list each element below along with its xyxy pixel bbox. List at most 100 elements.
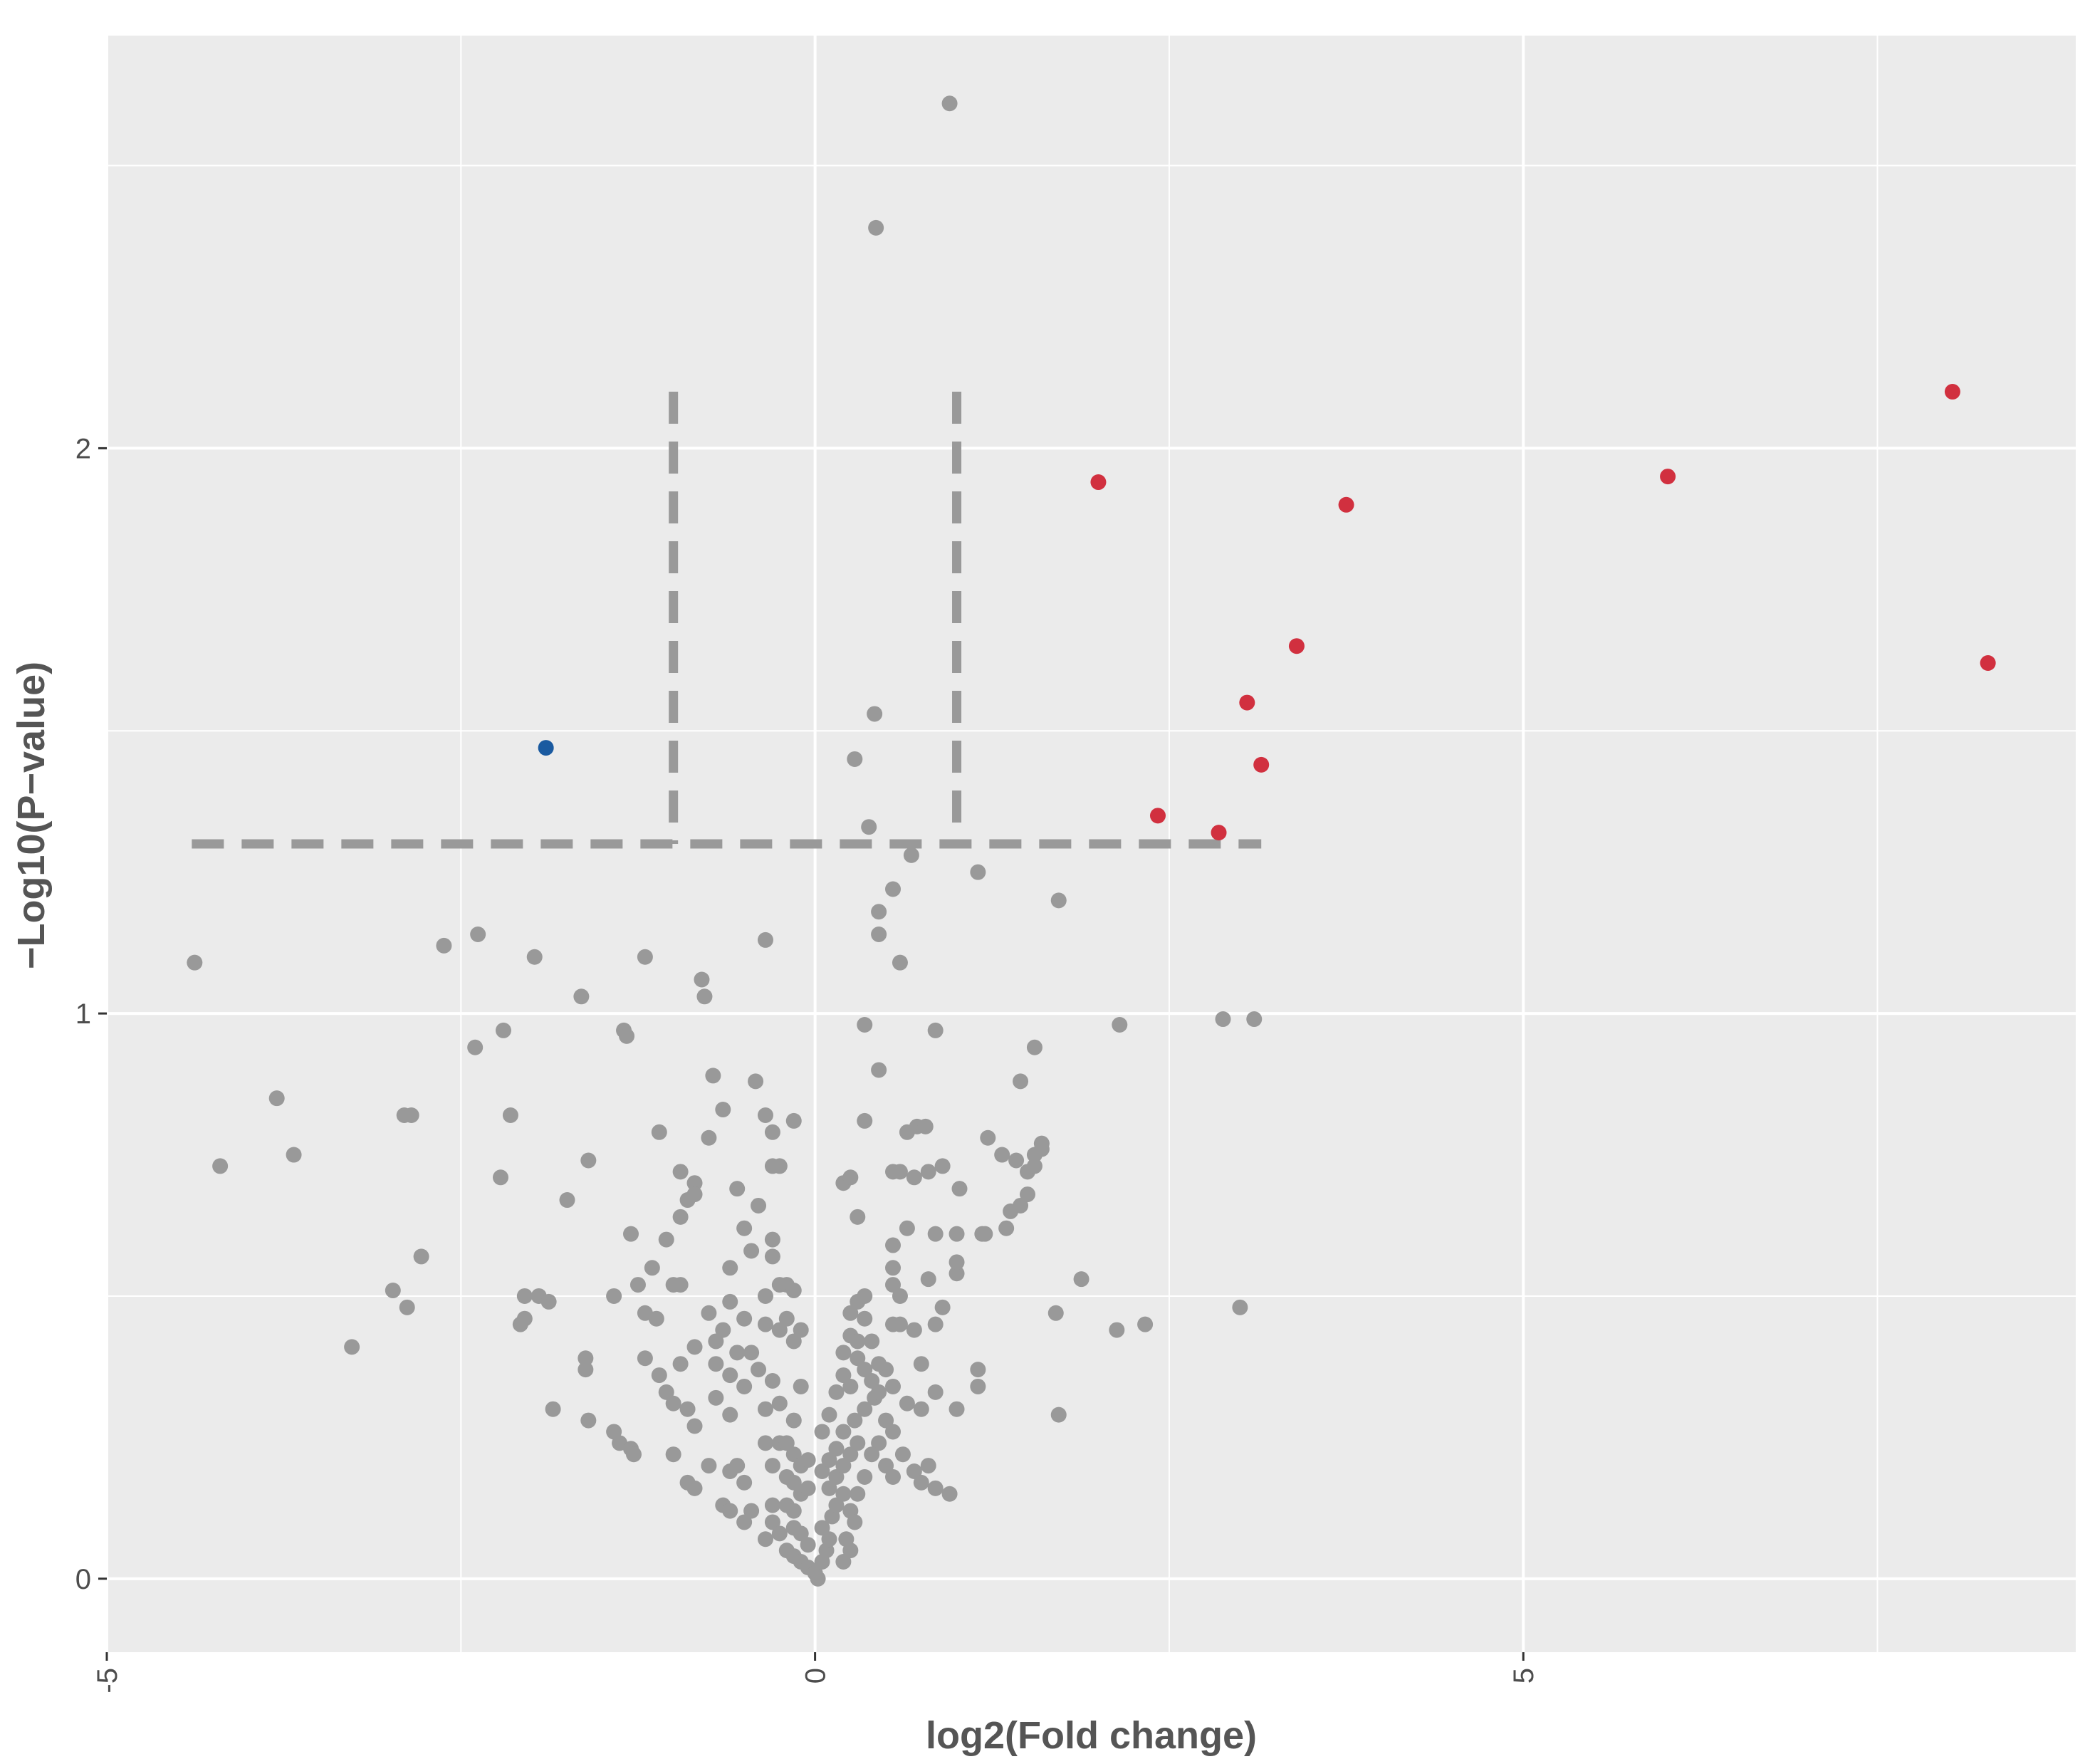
data-point — [1109, 1322, 1125, 1338]
data-point — [970, 864, 986, 880]
data-point — [927, 1316, 944, 1332]
data-points — [187, 95, 1996, 1587]
x-tick-label: -5 — [92, 1668, 123, 1693]
data-point — [1239, 694, 1255, 711]
data-point — [913, 1401, 929, 1417]
data-point — [899, 1395, 915, 1411]
data-point — [885, 1277, 902, 1293]
data-point — [385, 1283, 401, 1299]
y-tick-label: 1 — [75, 998, 91, 1030]
data-point — [949, 1265, 965, 1282]
data-point — [857, 1288, 873, 1304]
data-point — [757, 1401, 773, 1417]
data-point — [729, 1181, 746, 1197]
data-point — [1137, 1316, 1154, 1332]
data-point — [847, 751, 863, 767]
data-point — [771, 1322, 788, 1338]
data-point — [927, 1022, 944, 1038]
data-point — [729, 1458, 746, 1474]
data-point — [949, 1401, 965, 1417]
data-point — [545, 1401, 561, 1417]
data-point — [892, 1316, 908, 1332]
data-point — [842, 1305, 859, 1321]
data-point — [743, 1243, 760, 1259]
data-point — [920, 1164, 936, 1180]
data-point — [857, 1112, 873, 1129]
data-point — [686, 1480, 703, 1496]
data-point — [722, 1406, 738, 1423]
data-point — [764, 1248, 780, 1265]
data-point — [701, 1129, 717, 1146]
data-point — [658, 1231, 674, 1248]
data-point — [619, 1028, 635, 1044]
data-point — [1253, 756, 1270, 773]
data-point — [694, 971, 710, 988]
data-point — [821, 1480, 837, 1496]
data-point — [757, 1107, 773, 1123]
data-point — [736, 1378, 753, 1394]
data-point — [573, 988, 590, 1005]
data-point — [1090, 474, 1107, 491]
data-point — [828, 1468, 845, 1485]
data-point — [793, 1322, 809, 1338]
data-point — [920, 1458, 936, 1474]
data-point — [977, 1226, 993, 1242]
data-point — [1112, 1016, 1128, 1033]
data-point — [778, 1435, 795, 1451]
data-point — [751, 1362, 767, 1378]
data-point — [516, 1288, 533, 1304]
data-point — [268, 1090, 285, 1107]
data-point — [1232, 1299, 1248, 1315]
data-point — [1073, 1271, 1089, 1288]
data-point — [736, 1310, 753, 1327]
data-point — [1660, 469, 1676, 485]
data-point — [715, 1102, 731, 1118]
data-point — [672, 1277, 689, 1293]
data-point — [187, 954, 203, 971]
data-point — [821, 1531, 837, 1548]
data-point — [502, 1107, 518, 1123]
data-point — [906, 1169, 922, 1186]
data-point — [580, 1412, 597, 1429]
data-point — [899, 1220, 915, 1236]
data-point — [892, 954, 908, 971]
data-point — [903, 847, 919, 863]
data-point — [941, 1486, 958, 1502]
data-point — [764, 1514, 780, 1530]
data-point — [847, 1514, 863, 1530]
data-point — [864, 1446, 880, 1463]
data-point — [850, 1435, 866, 1451]
data-point — [672, 1164, 689, 1180]
data-point — [757, 1531, 773, 1548]
data-point — [892, 1288, 908, 1304]
data-point — [1047, 1305, 1064, 1321]
data-point — [679, 1401, 696, 1417]
data-point — [857, 1468, 873, 1485]
data-point — [838, 1531, 855, 1548]
data-point — [842, 1378, 859, 1394]
data-point — [651, 1124, 667, 1140]
data-point — [885, 1260, 902, 1276]
data-point — [871, 904, 887, 920]
data-point — [949, 1254, 965, 1270]
data-point — [1026, 1158, 1042, 1174]
data-point — [665, 1446, 681, 1463]
data-point — [821, 1452, 837, 1468]
grid-lines — [105, 36, 2076, 1652]
data-point — [1050, 1406, 1067, 1423]
data-point — [951, 1181, 968, 1197]
data-point — [764, 1231, 780, 1248]
data-point — [980, 1129, 996, 1146]
data-point — [857, 1401, 873, 1417]
data-point — [538, 740, 554, 756]
data-point — [847, 1412, 863, 1429]
y-tick-label: 0 — [75, 1564, 91, 1595]
data-point — [743, 1503, 760, 1519]
data-point — [835, 1458, 852, 1474]
data-point — [493, 1169, 508, 1186]
data-point — [970, 1378, 986, 1394]
data-point — [436, 937, 452, 954]
data-point — [1033, 1135, 1050, 1152]
data-point — [672, 1209, 689, 1225]
data-point — [1149, 808, 1166, 824]
